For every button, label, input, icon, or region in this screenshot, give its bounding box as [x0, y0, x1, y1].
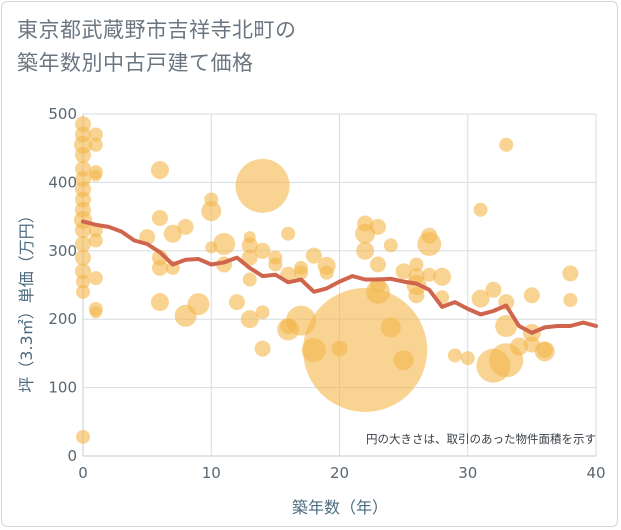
data-bubble	[75, 235, 91, 252]
data-bubble	[433, 267, 452, 286]
chart-title: 東京都武蔵野市吉祥寺北町の 築年数別中古戸建て価格	[17, 14, 437, 80]
x-tick-label: 10	[202, 464, 221, 482]
data-bubble	[151, 259, 168, 276]
data-bubble	[150, 161, 169, 180]
x-tick-label: 20	[330, 464, 349, 482]
data-bubble	[76, 429, 90, 444]
data-bubble	[88, 233, 103, 248]
data-bubble	[150, 293, 169, 312]
data-bubble	[254, 340, 271, 357]
data-bubble	[187, 293, 210, 316]
data-bubble	[319, 265, 334, 280]
data-bubble	[88, 271, 103, 286]
y-tick-label: 100	[48, 379, 77, 397]
x-tick-label: 30	[458, 464, 477, 482]
data-bubble	[380, 317, 401, 338]
data-bubble	[75, 222, 91, 239]
data-bubble	[76, 274, 90, 289]
data-bubble	[303, 287, 428, 412]
data-bubble	[393, 350, 414, 371]
data-bubble	[562, 265, 579, 282]
y-tick-label: 500	[48, 105, 77, 123]
x-tick-label: 40	[586, 464, 605, 482]
data-bubble	[447, 348, 462, 363]
data-bubble	[268, 257, 283, 272]
data-bubble	[240, 310, 259, 329]
data-bubble	[395, 263, 412, 280]
data-bubble	[460, 351, 475, 366]
data-bubble	[417, 231, 442, 256]
data-bubble	[213, 232, 236, 255]
data-bubble	[89, 306, 102, 319]
data-bubble	[254, 242, 271, 259]
data-bubble	[242, 272, 257, 287]
data-bubble	[471, 289, 490, 308]
y-tick-label: 0	[67, 447, 77, 465]
data-bubble	[355, 223, 376, 244]
data-bubble	[485, 281, 502, 298]
chart-title-line-2: 築年数別中古戸建て価格	[17, 51, 254, 75]
data-bubble	[369, 218, 386, 235]
y-axis-title: 坪（3.3㎡）単価（万円）	[17, 207, 36, 392]
data-bubble	[510, 337, 529, 356]
data-bubble	[75, 147, 91, 164]
data-bubble	[235, 158, 290, 213]
data-bubble	[294, 265, 309, 280]
bubble-size-note: 円の大きさは、取引のあった物件面積を示す	[366, 432, 596, 446]
data-bubble	[305, 247, 322, 264]
data-bubble	[241, 249, 258, 266]
data-bubble	[163, 224, 182, 243]
data-bubble	[499, 137, 514, 152]
data-bubble	[151, 209, 168, 226]
data-bubble	[241, 237, 258, 254]
data-bubble	[88, 137, 103, 152]
data-bubble	[356, 241, 375, 260]
y-tick-label: 400	[48, 173, 77, 191]
data-bubble	[563, 293, 578, 308]
data-bubble	[495, 315, 518, 338]
x-tick-label: 0	[78, 464, 88, 482]
x-axis-title: 築年数（年）	[292, 498, 388, 517]
data-bubble	[534, 341, 555, 362]
chart-title-line-1: 東京都武蔵野市吉祥寺北町の	[17, 18, 297, 42]
data-bubble	[255, 305, 270, 320]
data-bubble	[369, 256, 386, 273]
data-bubble	[75, 263, 91, 280]
data-bubble	[408, 287, 425, 304]
data-bubble	[473, 202, 488, 217]
data-bubble	[228, 294, 245, 311]
data-bubble	[422, 267, 437, 282]
data-bubble	[177, 218, 194, 235]
data-bubble	[88, 127, 103, 142]
data-bubble	[89, 169, 102, 182]
data-bubble	[75, 249, 91, 266]
y-tick-label: 200	[48, 310, 77, 328]
trend-line	[81, 219, 598, 335]
data-bubble	[383, 238, 398, 253]
bubble-layer	[74, 116, 579, 444]
data-bubble	[201, 201, 222, 222]
data-bubble	[523, 287, 540, 304]
data-bubble	[76, 284, 90, 299]
data-bubble	[409, 257, 424, 272]
y-tick-label: 300	[48, 242, 77, 260]
data-bubble	[281, 226, 296, 241]
data-bubble	[365, 279, 390, 304]
